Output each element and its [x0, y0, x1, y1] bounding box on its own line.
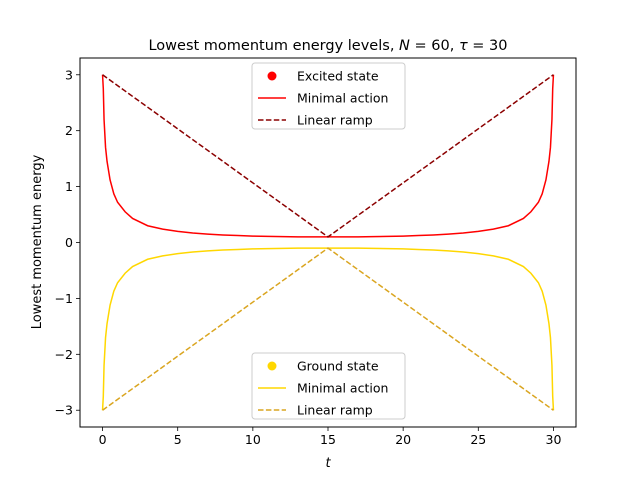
y-tick-label: −1: [55, 291, 73, 306]
x-axis-label: t: [325, 456, 331, 471]
y-axis-label: Lowest momentum energy: [30, 154, 45, 329]
legend-frame: [251, 62, 406, 130]
series-excited-linear-ramp-line: [102, 74, 554, 238]
x-tick-label: 0: [99, 432, 107, 447]
series-ground-linear-ramp-line: [102, 247, 554, 411]
legend-frame: [251, 352, 406, 420]
legend-marker-dot: [267, 71, 277, 81]
x-tick-label: 25: [470, 432, 486, 447]
x-tick-label: 15: [320, 432, 336, 447]
legend-label: Linear ramp: [297, 113, 373, 128]
legend-excited: Excited state Minimal action Linear ramp: [251, 62, 406, 130]
legend-marker-dot: [267, 361, 277, 371]
y-tick-label: 1: [65, 179, 73, 194]
y-tick-label: 0: [65, 235, 73, 250]
legend-label: Excited state: [297, 69, 379, 84]
series-layer: [101, 74, 555, 411]
legend-label: Ground state: [297, 359, 379, 374]
legend-label: Minimal action: [297, 91, 388, 106]
x-tick-label: 20: [395, 432, 411, 447]
y-tick-label: −3: [55, 403, 73, 418]
x-tick-label: 5: [174, 432, 182, 447]
y-tick-label: 2: [65, 123, 73, 138]
plot-frame: [79, 57, 577, 428]
y-tick-label: 3: [65, 67, 73, 82]
legend-label: Linear ramp: [297, 403, 373, 418]
y-tick-label: −2: [55, 347, 73, 362]
x-tick-label: 30: [546, 432, 562, 447]
x-tick-label: 10: [245, 432, 261, 447]
legend-label: Minimal action: [297, 381, 388, 396]
ticks-layer: 0 5 10 15 20 25 30 −3 −2 −1 0 1 2 3: [55, 67, 562, 447]
chart-title: Lowest momentum energy levels, N = 60, τ…: [148, 38, 507, 54]
legend-ground: Ground state Minimal action Linear ramp: [251, 352, 406, 420]
